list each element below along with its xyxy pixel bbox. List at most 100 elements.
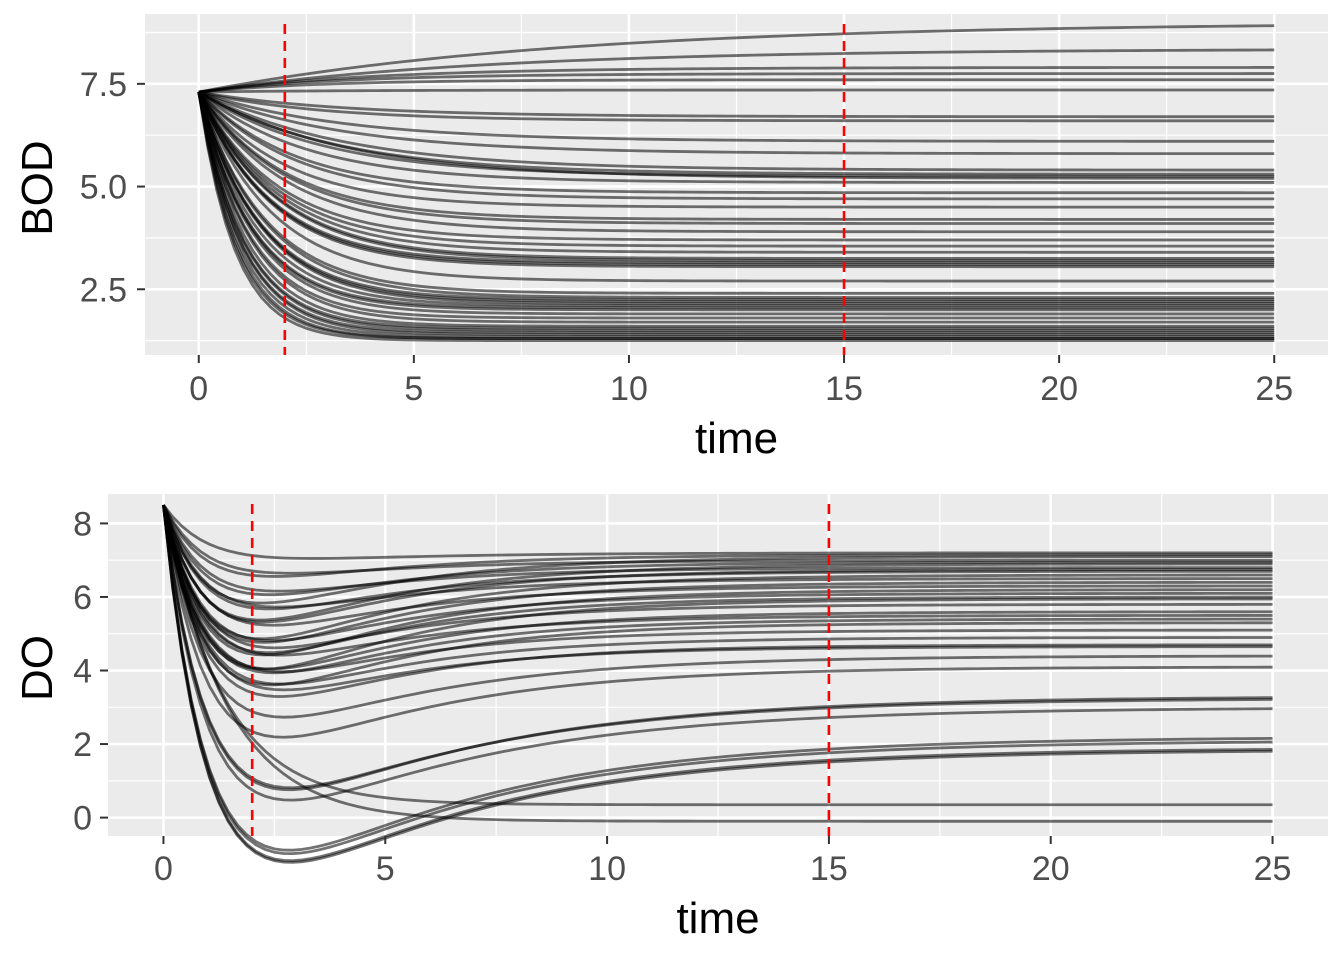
do-series-line (162, 504, 1273, 560)
bod-series-line (197, 91, 1275, 295)
bod-series-line (197, 91, 1275, 310)
do-series-line (162, 504, 1273, 719)
bod-series-line (197, 91, 1275, 225)
bod-series-line (197, 91, 1275, 248)
y-tick-label: 0 (73, 800, 92, 838)
series-group (197, 24, 1275, 343)
x-axis-title: time (695, 414, 778, 463)
do-series-line (162, 504, 1273, 687)
bod-series-line (197, 91, 1275, 262)
bod-series-line (198, 90, 1275, 172)
do-series-line (162, 504, 1273, 622)
bod-series-line (197, 91, 1275, 332)
bod-series-line (197, 91, 1275, 201)
x-tick-label: 0 (189, 370, 208, 408)
y-tick-label: 8 (73, 505, 92, 543)
bod-series-line (197, 91, 1275, 338)
x-tick-label: 15 (810, 850, 848, 888)
do-series-line (162, 504, 1273, 686)
bod-series-line (198, 90, 1275, 123)
bod-series-line (197, 91, 1275, 320)
bod-series-line (197, 91, 1275, 306)
do-series-line (162, 504, 1273, 675)
bod-series-line (197, 91, 1275, 301)
do-series-line (162, 504, 1273, 642)
y-tick-label: 5.0 (80, 169, 127, 207)
do-series-line (162, 504, 1273, 650)
bod-series-line (197, 91, 1275, 195)
x-tick-label: 25 (1255, 370, 1293, 408)
bod-series-line (197, 91, 1275, 283)
y-tick-label: 7.5 (80, 66, 127, 104)
bod-series-line (197, 91, 1275, 254)
bod-series-line (197, 91, 1275, 264)
y-tick-label: 4 (73, 653, 92, 691)
x-tick-label: 5 (404, 370, 423, 408)
bod-series-line (197, 91, 1275, 221)
y-tick-label: 2 (73, 726, 92, 764)
x-tick-label: 15 (825, 370, 863, 408)
bod-series-line (197, 90, 1275, 184)
bod-series-line (197, 91, 1275, 336)
x-tick-label: 20 (1032, 850, 1070, 888)
x-tick-label: 5 (376, 850, 395, 888)
bod-series-line (197, 91, 1275, 242)
x-tick-label: 10 (610, 370, 648, 408)
y-tick-label: 6 (73, 579, 92, 617)
x-tick-label: 0 (154, 850, 173, 888)
bod-series-line (197, 91, 1275, 324)
bod-series-line (198, 90, 1275, 156)
y-axis-title: DO (13, 635, 62, 701)
bod-series-line (197, 91, 1275, 343)
x-axis-title: time (676, 894, 759, 943)
bod-series-line (198, 90, 1275, 180)
do-series-line (162, 504, 1273, 692)
bod-chart-panel: 0 5 10 15 20 25 2.5 5.0 7.5 time BOD (13, 14, 1328, 463)
bod-series-line (197, 91, 1275, 340)
do-series-line (162, 504, 1273, 823)
do-series-line (162, 504, 1273, 627)
do-series-line (162, 504, 1273, 856)
bod-series-line (197, 91, 1275, 303)
x-tick-label: 25 (1254, 850, 1292, 888)
bod-series-line (198, 48, 1275, 94)
do-series-line (162, 504, 1273, 644)
do-series-line (162, 504, 1273, 641)
bod-series-line (197, 91, 1275, 312)
bod-series-line (197, 91, 1275, 330)
bod-series-line (198, 90, 1275, 143)
do-series-line (162, 504, 1273, 739)
bod-series-line (197, 91, 1275, 328)
do-series-line (162, 504, 1273, 657)
bod-series-line (197, 91, 1275, 267)
y-axis-title: BOD (13, 140, 62, 235)
bod-series-line (198, 66, 1275, 94)
do-series-line (162, 504, 1273, 605)
bod-series-line (197, 91, 1275, 316)
x-tick-label: 10 (588, 850, 626, 888)
y-tick-label: 2.5 (80, 271, 127, 309)
do-series-line (162, 504, 1273, 863)
do-series-line (162, 504, 1273, 575)
do-series-line (162, 504, 1273, 671)
do-series-line (162, 504, 1273, 864)
bod-series-line (197, 91, 1275, 308)
do-series-line (162, 504, 1273, 674)
do-series-line (162, 504, 1273, 671)
bod-series-line (198, 24, 1275, 94)
series-group (162, 504, 1273, 864)
bod-series-line (197, 91, 1275, 299)
x-tick-label: 20 (1040, 370, 1078, 408)
do-series-line (162, 504, 1273, 593)
bod-series-line (197, 91, 1275, 269)
bod-series-line (198, 90, 1275, 119)
bod-series-line (198, 88, 1275, 94)
bod-series-line (198, 78, 1275, 94)
bod-series-line (197, 91, 1275, 334)
do-series-line (162, 504, 1273, 807)
do-series-line (162, 504, 1273, 609)
bod-series-line (197, 91, 1275, 260)
bod-series-line (197, 91, 1275, 209)
do-chart-panel: 0 5 10 15 20 25 0 2 4 6 8 time DO (13, 494, 1328, 943)
